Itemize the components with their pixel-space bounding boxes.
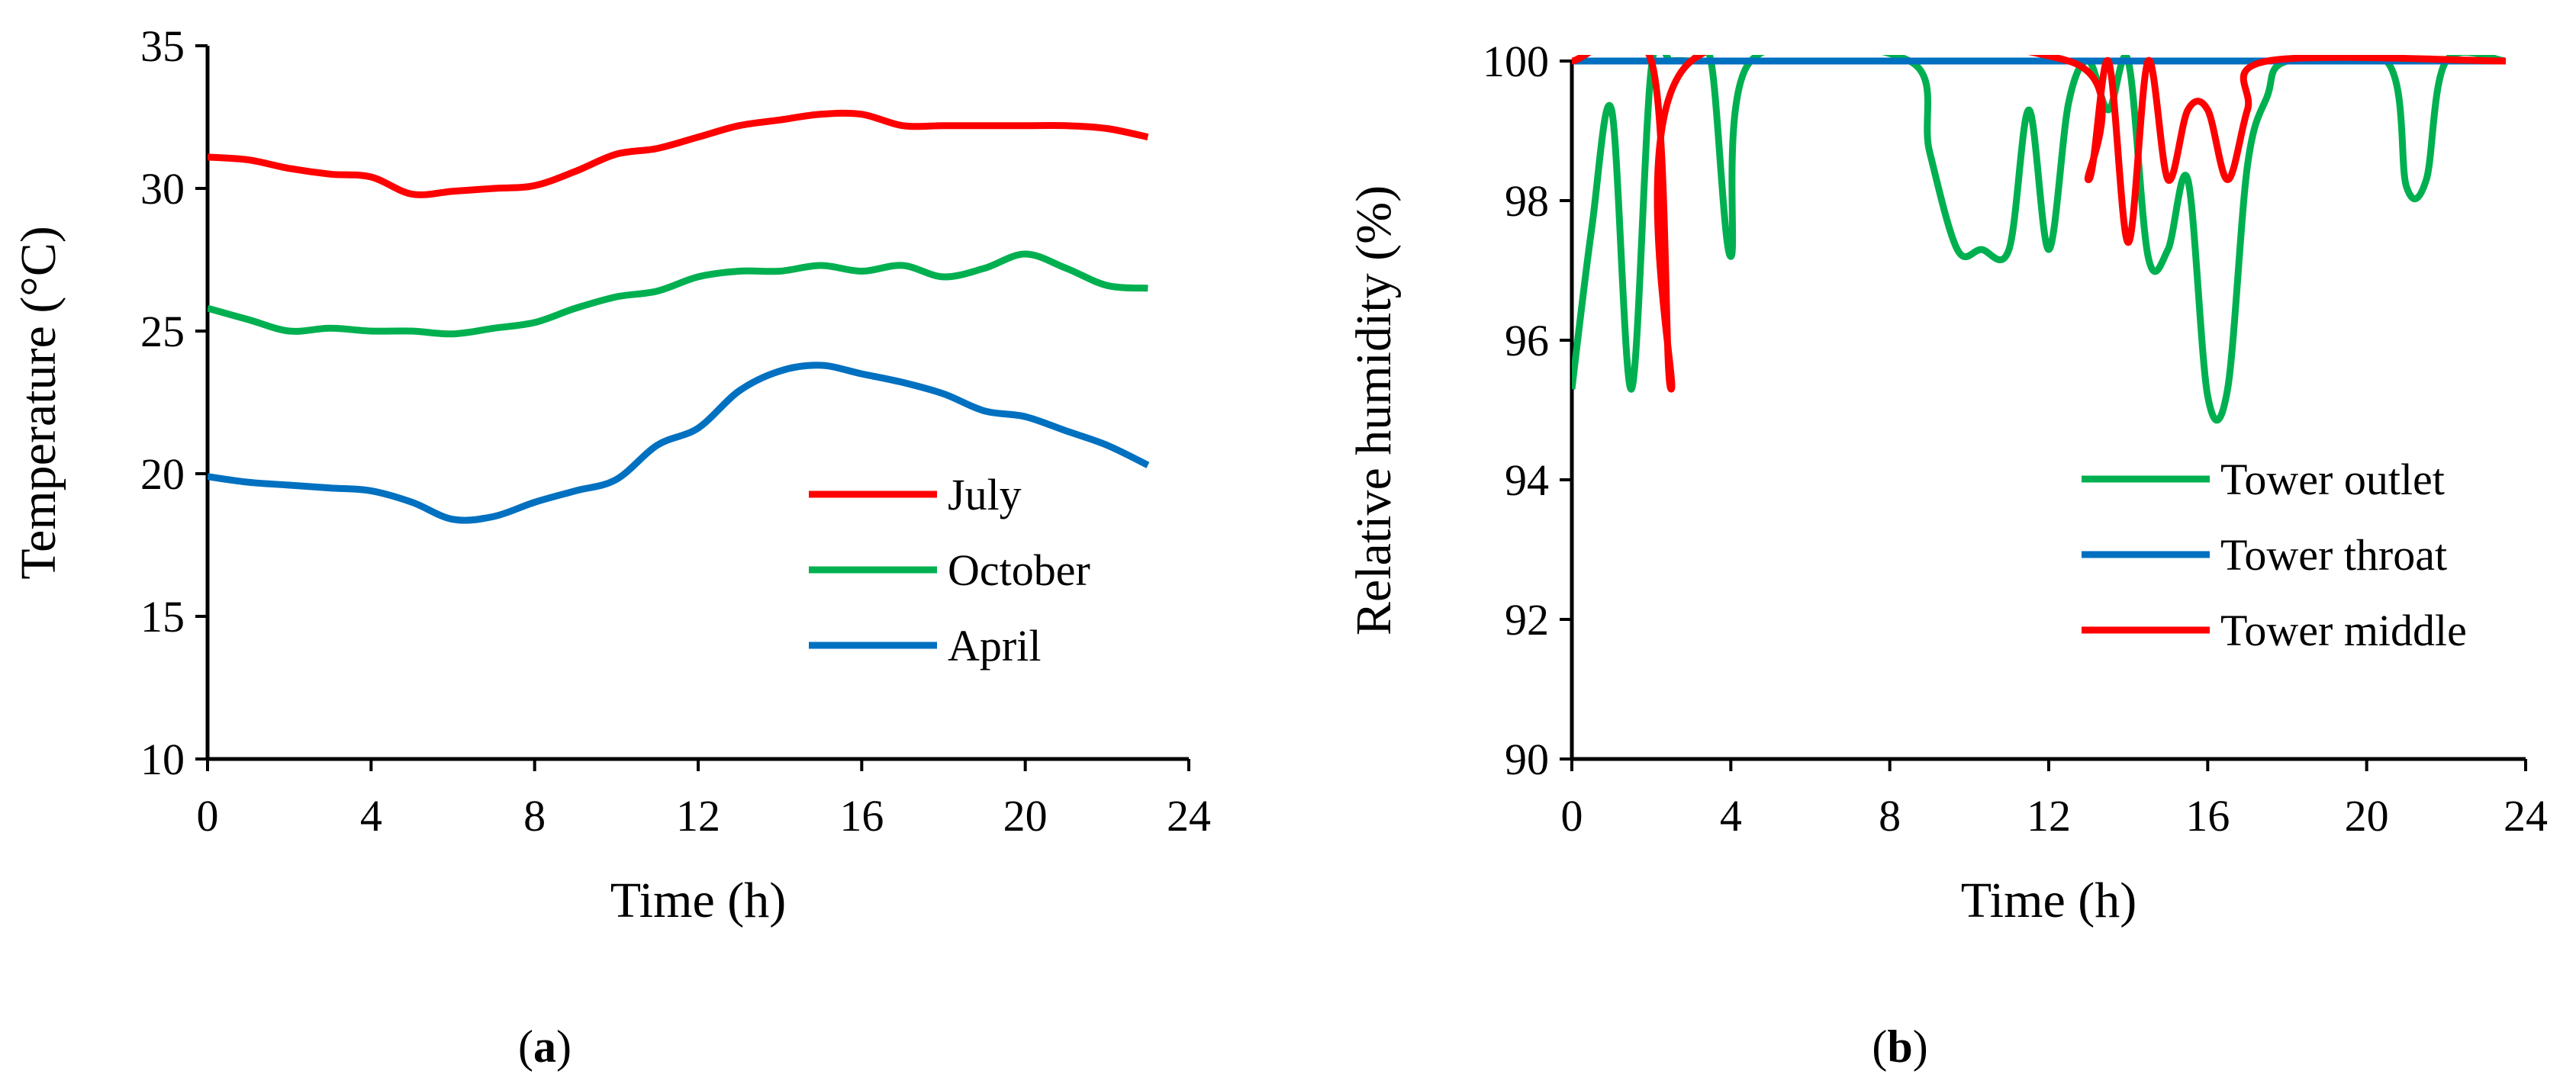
panel-label-open-paren: ( <box>1872 1021 1887 1072</box>
panel-label-close-paren: ) <box>556 1021 572 1072</box>
series-line-april <box>208 362 1150 524</box>
y-tick-label: 25 <box>140 307 185 356</box>
x-tick-label: 8 <box>1879 791 1901 841</box>
plot-area-b <box>1572 55 2507 424</box>
panel-label-a: (a) <box>518 1021 572 1072</box>
x-tick-label: 0 <box>1561 791 1583 841</box>
y-tick-label: 96 <box>1505 316 1549 365</box>
y-tick-label: 15 <box>140 592 185 642</box>
y-tick-label: 98 <box>1505 176 1549 226</box>
y-tick-label: 100 <box>1483 37 1549 86</box>
x-tick-label: 16 <box>839 791 884 841</box>
x-axis-title: Time (h) <box>610 873 786 928</box>
y-axis-title: Temperature (°C) <box>11 226 66 579</box>
y-tick-label: 20 <box>140 449 185 499</box>
legend-label-july: July <box>948 470 1022 519</box>
y-tick-label: 94 <box>1505 455 1549 505</box>
y-tick-label: 90 <box>1505 735 1549 784</box>
series-line-july <box>208 109 1149 198</box>
x-tick-label: 4 <box>360 791 382 841</box>
x-tick-label: 12 <box>2027 791 2071 841</box>
series-line-tower-outlet <box>1572 55 2507 424</box>
panel-label-open-paren: ( <box>518 1021 533 1072</box>
y-tick-label: 10 <box>140 735 185 784</box>
x-tick-label: 0 <box>197 791 219 841</box>
y-tick-label: 30 <box>140 164 185 214</box>
legend-label-tower-middle: Tower middle <box>2220 606 2467 655</box>
legend-label-tower-throat: Tower throat <box>2220 530 2447 580</box>
x-tick-label: 20 <box>1003 791 1048 841</box>
legend-a: July October April <box>809 470 1090 671</box>
series-line-october <box>208 250 1148 338</box>
legend-label-april: April <box>948 621 1041 671</box>
legend-label-october: October <box>948 545 1090 595</box>
y-tick-label: 35 <box>140 21 185 71</box>
x-tick-label: 8 <box>523 791 546 841</box>
x-axis-title: Time (h) <box>1961 873 2136 928</box>
legend-b: Tower outlet Tower throat Tower middle <box>2082 455 2467 655</box>
x-tick-label: 24 <box>2504 791 2548 841</box>
panel-label-b: (b) <box>1872 1021 1927 1072</box>
panel-label-close-paren: ) <box>1913 1021 1928 1072</box>
x-tick-label: 12 <box>676 791 720 841</box>
plot-area-a <box>208 109 1150 524</box>
legend-label-tower-outlet: Tower outlet <box>2220 455 2445 504</box>
chart-panel-b: 0 4 8 12 16 20 24 90 92 94 96 98 100 Time (h) Relative… <box>1346 37 2548 1072</box>
chart-panel-a: 0 4 8 12 16 20 24 10 15 20 25 30 35 Time (h) Temperatu… <box>11 21 1211 1072</box>
panel-label-letter: b <box>1887 1021 1912 1072</box>
x-tick-label: 24 <box>1167 791 1211 841</box>
y-axis-title: Relative humidity (%) <box>1346 185 1402 635</box>
panel-label-letter: a <box>533 1021 556 1072</box>
series-line-tower-middle <box>1572 55 2507 393</box>
x-tick-label: 4 <box>1720 791 1742 841</box>
x-tick-label: 16 <box>2185 791 2230 841</box>
x-tick-label: 20 <box>2345 791 2389 841</box>
y-tick-label: 92 <box>1505 595 1549 645</box>
